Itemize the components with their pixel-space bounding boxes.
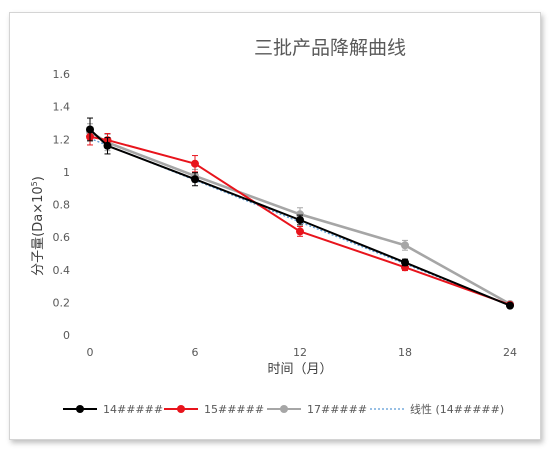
chart-title: 三批产品降解曲线 xyxy=(254,37,406,59)
y-axis-label-multiply: ×10 xyxy=(31,186,46,213)
data-point xyxy=(296,210,304,219)
data-point xyxy=(86,125,94,134)
chart-frame xyxy=(9,12,541,440)
data-point xyxy=(296,227,304,236)
x-tick-label: 24 xyxy=(503,346,517,359)
legend-label: 15##### xyxy=(204,403,264,416)
y-tick-label: 1.4 xyxy=(53,101,71,114)
series-1 xyxy=(86,117,514,310)
x-tick-label: 12 xyxy=(293,346,307,359)
data-point xyxy=(401,241,409,250)
y-axis-label-sup: 5 xyxy=(30,181,39,186)
data-point xyxy=(103,141,112,150)
y-axis-label: 分子量(Da×105) xyxy=(30,176,46,276)
data-point xyxy=(296,215,304,224)
legend: 14##### 15##### 17##### 线性 (14#####) xyxy=(63,402,504,416)
y-axis-label-suffix: ) xyxy=(31,176,46,181)
data-point xyxy=(401,258,409,267)
legend-marker xyxy=(177,405,185,413)
y-tick-label: 1 xyxy=(63,166,70,179)
data-point xyxy=(506,301,514,310)
legend-marker xyxy=(76,405,84,413)
x-tick-label: 0 xyxy=(87,346,94,359)
y-tick-label: 1.2 xyxy=(53,133,71,146)
legend-label: 线性 (14#####) xyxy=(410,402,504,416)
y-tick-label: 0 xyxy=(63,329,70,342)
legend-entry-4: 线性 (14#####) xyxy=(370,402,504,416)
x-tick-label: 18 xyxy=(398,346,412,359)
y-tick-label: 1.6 xyxy=(53,68,71,81)
tick-labels: 0 0.2 0.4 0.6 0.8 1 1.2 1.4 1.6 0 6 12 18 24 xyxy=(53,68,518,359)
y-tick-label: 0.6 xyxy=(53,231,71,244)
legend-entry-3: 17##### xyxy=(267,403,367,416)
legend-entry-2: 15##### xyxy=(164,403,264,416)
y-tick-label: 0.8 xyxy=(53,199,71,212)
legend-marker xyxy=(280,405,288,413)
x-tick-label: 6 xyxy=(192,346,199,359)
y-tick-label: 0.4 xyxy=(53,264,71,277)
legend-label: 17##### xyxy=(307,403,367,416)
x-axis-label: 时间（月） xyxy=(267,362,332,377)
data-point xyxy=(191,175,199,184)
y-tick-label: 0.2 xyxy=(53,296,71,309)
legend-entry-1: 14##### xyxy=(63,403,163,416)
series-layer xyxy=(86,117,514,310)
y-axis-label-prefix: 分子量(Da xyxy=(31,214,46,276)
data-point xyxy=(191,159,199,168)
legend-label: 14##### xyxy=(103,403,163,416)
